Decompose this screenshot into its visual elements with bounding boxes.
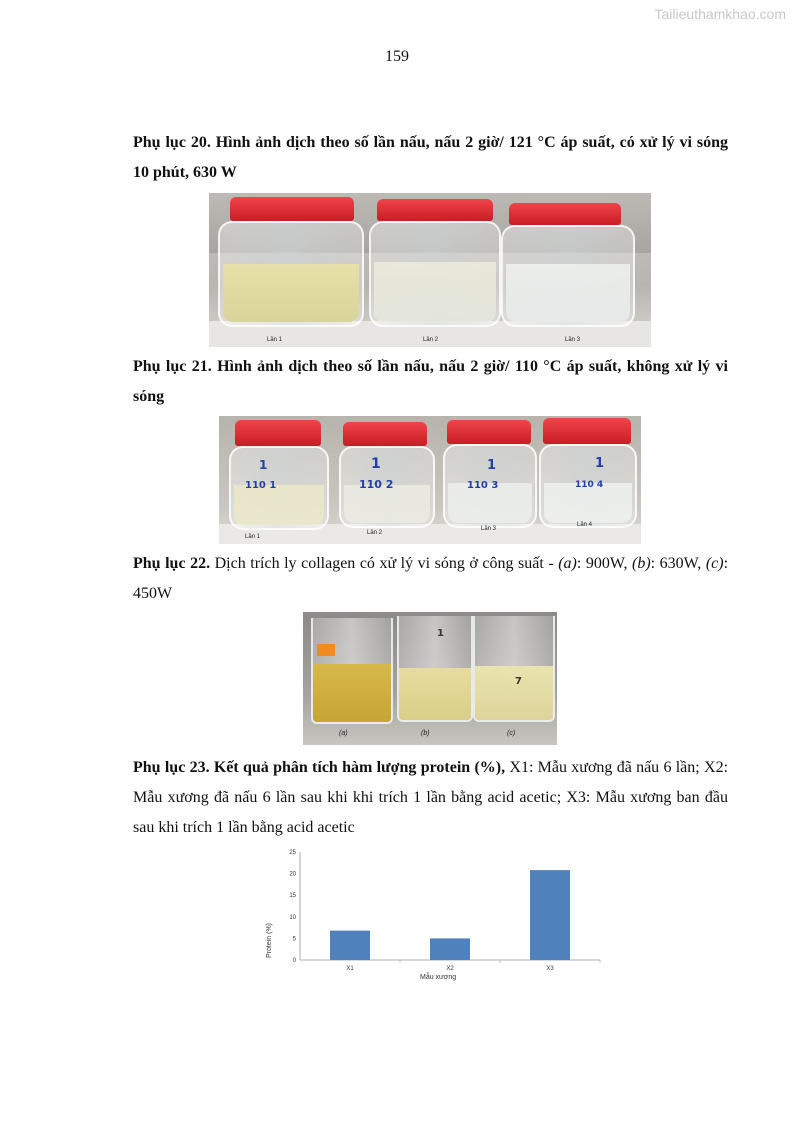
bar-x2: [430, 938, 470, 960]
x-tick-label: X2: [446, 966, 454, 972]
photo-appendix-21: 1 110 1 1 110 2 1 110 3 1 110 4 Lần 1 Lầ…: [219, 416, 641, 544]
watermark: Tailieuthamkhao.com: [654, 6, 786, 22]
y-tick-label: 25: [289, 850, 296, 856]
protein-chart: Protein (%) 0 5 10 15 20 25 X1 X2 X3 Mẫu xương: [262, 846, 607, 986]
caption-lan-3: Lần 3: [481, 526, 497, 532]
beaker-b: 1: [397, 616, 473, 722]
jar-1: [212, 197, 370, 332]
y-tick-label: 0: [293, 958, 297, 964]
x-tick-label: X1: [346, 966, 354, 972]
appendix-23-text: Phụ lục 23. Kết quả phân tích hàm lượng …: [133, 759, 729, 836]
appendix-21-heading: Phụ lục 21. Hình ảnh dịch theo số lần nấ…: [133, 358, 728, 405]
chart-svg: 0 5 10 15 20 25 X1 X2 X3: [289, 850, 601, 972]
x-axis-label: Mẫu xương: [420, 974, 457, 981]
jar-2: 1 110 2: [337, 422, 435, 532]
jar-3: [499, 203, 639, 332]
caption-lan-1: Lần 1: [267, 337, 283, 343]
caption-c: (c): [507, 730, 516, 737]
x-tick-label: X3: [546, 966, 554, 972]
caption-b: (b): [421, 730, 430, 737]
jar-4: 1 110 4: [537, 418, 637, 532]
beaker-a: [311, 618, 393, 724]
jar-2: [367, 199, 505, 332]
bar-x3: [530, 870, 570, 960]
page-number: 159: [385, 48, 409, 65]
photo-appendix-22: 1 7 (a) (b) (c): [303, 612, 557, 745]
appendix-22-text: Phụ lục 22. Dịch trích ly collagen có xử…: [133, 555, 729, 602]
y-tick-label: 20: [289, 872, 296, 878]
caption-lan-2: Lần 2: [423, 337, 439, 343]
appendix-20-heading: Phụ lục 20. Hình ảnh dịch theo số lần nấ…: [133, 134, 728, 181]
caption-lan-1: Lần 1: [245, 534, 261, 540]
caption-a: (a): [339, 730, 348, 737]
bar-x1: [330, 930, 370, 960]
caption-lan-2: Lần 2: [367, 530, 383, 536]
y-tick-label: 10: [289, 915, 296, 921]
jar-3: 1 110 3: [441, 420, 537, 532]
caption-lan-4: Lần 4: [577, 522, 593, 528]
y-tick-label: 15: [289, 893, 296, 899]
jar-1: 1 110 1: [227, 420, 329, 532]
caption-lan-3: Lần 3: [565, 337, 581, 343]
y-tick-label: 5: [293, 936, 297, 942]
photo-appendix-20: Lần 1 Lần 2 Lần 3: [209, 193, 651, 347]
beaker-c: 7: [473, 616, 555, 722]
